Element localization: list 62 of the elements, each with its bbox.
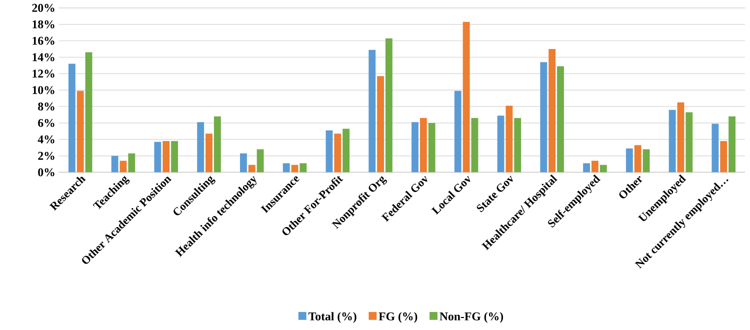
y-tick-label: 14% [32, 53, 54, 62]
bar [600, 165, 607, 172]
bar [85, 52, 92, 172]
bar [686, 112, 693, 172]
bar [76, 91, 84, 172]
bar [548, 49, 556, 172]
bar [377, 76, 384, 172]
bar [334, 134, 342, 172]
y-tick-label: 8% [38, 102, 54, 111]
bar [197, 122, 204, 172]
bar [720, 141, 728, 172]
bar [214, 116, 221, 172]
y-tick-label: 16% [32, 36, 54, 45]
y-tick-label: 20% [32, 4, 54, 12]
bar [428, 123, 436, 172]
bar [385, 38, 392, 172]
bar [712, 124, 719, 172]
bar [171, 141, 178, 172]
bar [342, 128, 350, 172]
bar [557, 66, 564, 172]
y-tick-label: 0% [38, 168, 54, 176]
bar [368, 50, 376, 172]
bar [591, 160, 598, 172]
bar [240, 154, 247, 172]
bar [634, 145, 642, 172]
bar [728, 116, 736, 172]
y-tick-label: 2% [38, 152, 54, 160]
bar [256, 149, 264, 172]
bar [420, 118, 427, 172]
legend-label: Total (%) [308, 312, 356, 323]
y-tick-label: 4% [38, 136, 54, 144]
bar [497, 116, 504, 172]
bar [642, 149, 650, 172]
bar [68, 64, 76, 172]
bar [412, 122, 418, 172]
bar [300, 163, 307, 172]
bar [668, 110, 676, 172]
bar [282, 163, 290, 172]
bar [291, 165, 298, 172]
bar [162, 141, 170, 172]
bar [583, 163, 590, 172]
legend-label: FG (%) [378, 312, 418, 323]
bar [677, 102, 684, 172]
bar [454, 91, 462, 172]
bar [540, 62, 548, 172]
y-tick-label: 10% [32, 86, 54, 94]
y-tick-label: 6% [38, 119, 54, 128]
bar [206, 134, 212, 172]
bar [120, 160, 127, 172]
bar [471, 118, 478, 172]
bar [111, 156, 118, 172]
y-tick-label: 12% [32, 70, 54, 78]
bar [128, 154, 136, 172]
bar [326, 130, 333, 172]
y-tick-label: 18% [32, 20, 54, 29]
bar [248, 165, 256, 172]
bar [154, 142, 162, 172]
bar [462, 22, 470, 172]
legend-label: Non-FG (%) [440, 312, 504, 323]
bar [506, 106, 513, 172]
bar [514, 118, 522, 172]
bar [626, 148, 633, 172]
